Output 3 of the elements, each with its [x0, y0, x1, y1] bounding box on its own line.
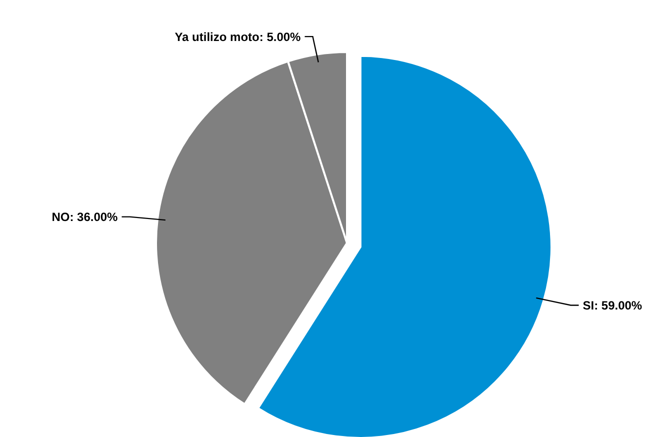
slice-label: Ya utilizo moto: 5.00% — [174, 30, 302, 44]
slice-label: SI: 59.00% — [582, 298, 642, 312]
slice-label: NO: 36.00% — [52, 210, 118, 224]
